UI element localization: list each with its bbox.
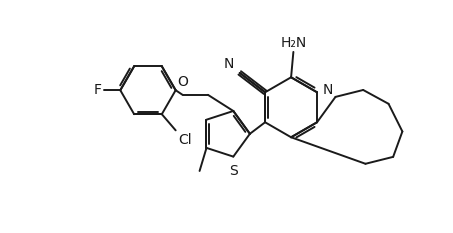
Text: N: N xyxy=(224,57,234,71)
Text: Cl: Cl xyxy=(178,133,192,147)
Text: O: O xyxy=(177,75,188,89)
Text: F: F xyxy=(94,83,102,97)
Text: N: N xyxy=(323,83,333,97)
Text: H₂N: H₂N xyxy=(280,36,307,50)
Text: S: S xyxy=(229,164,238,178)
